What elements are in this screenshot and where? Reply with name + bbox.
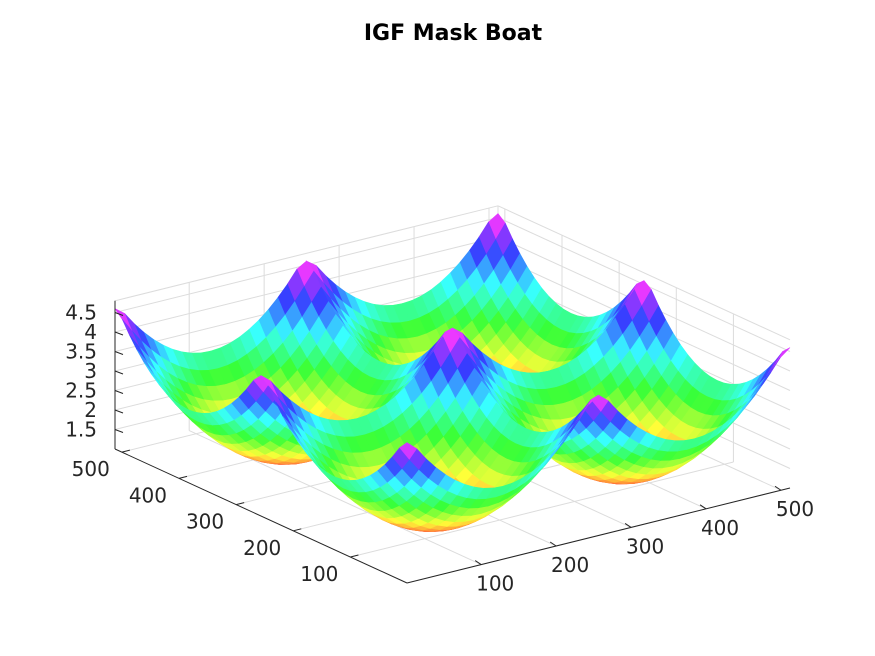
gridline-floor xyxy=(350,461,734,558)
x-tick-label: 100 xyxy=(476,572,514,596)
x-tick xyxy=(549,541,557,547)
x-tick xyxy=(699,504,707,510)
y-tick xyxy=(178,475,188,479)
x-tick xyxy=(624,522,632,528)
surface-patch xyxy=(399,442,418,460)
y-tick-label: 100 xyxy=(300,562,338,586)
z-tick-label: 4.5 xyxy=(65,301,97,325)
y-tick xyxy=(293,528,302,532)
z-tick xyxy=(114,409,124,414)
x-axis-line xyxy=(406,487,791,584)
z-tick-label: 2.5 xyxy=(65,379,97,403)
tick-labels: 100 200 300 400 500 100 200 300 400 500 1.522.533.… xyxy=(65,301,814,596)
axes xyxy=(114,300,791,584)
y-tick xyxy=(350,554,359,558)
z-tick-label: 3 xyxy=(84,359,97,383)
y-tick-label: 200 xyxy=(243,536,281,560)
x-tick xyxy=(774,485,782,491)
surface-plot xyxy=(114,213,791,532)
z-tick-label: 3.5 xyxy=(65,340,97,364)
x-tick-label: 300 xyxy=(626,534,664,558)
x-tick-label: 200 xyxy=(551,553,589,577)
z-tick xyxy=(114,429,124,433)
gridline-top xyxy=(114,205,499,302)
chart-title: IGF Mask Boat xyxy=(364,21,543,46)
x-tick-label: 400 xyxy=(701,516,739,540)
y-tick xyxy=(121,449,130,453)
x-tick xyxy=(474,560,482,566)
z-tick xyxy=(114,331,124,336)
x-tick-label: 500 xyxy=(776,497,814,521)
gridline-top xyxy=(497,205,791,341)
z-tick xyxy=(114,370,124,375)
y-tick-label: 400 xyxy=(129,483,167,507)
y-tick-label: 300 xyxy=(186,510,224,534)
surface-patch xyxy=(758,360,776,385)
y-axis-line xyxy=(114,448,408,584)
z-tick xyxy=(114,351,124,355)
y-tick-label: 500 xyxy=(72,457,110,481)
y-tick xyxy=(236,502,245,506)
z-tick xyxy=(114,390,124,394)
z-tick xyxy=(114,312,124,316)
z-tick-label: 1.5 xyxy=(65,418,97,442)
z-tick-label: 2 xyxy=(84,398,97,422)
z-tick-label: 4 xyxy=(84,320,97,344)
